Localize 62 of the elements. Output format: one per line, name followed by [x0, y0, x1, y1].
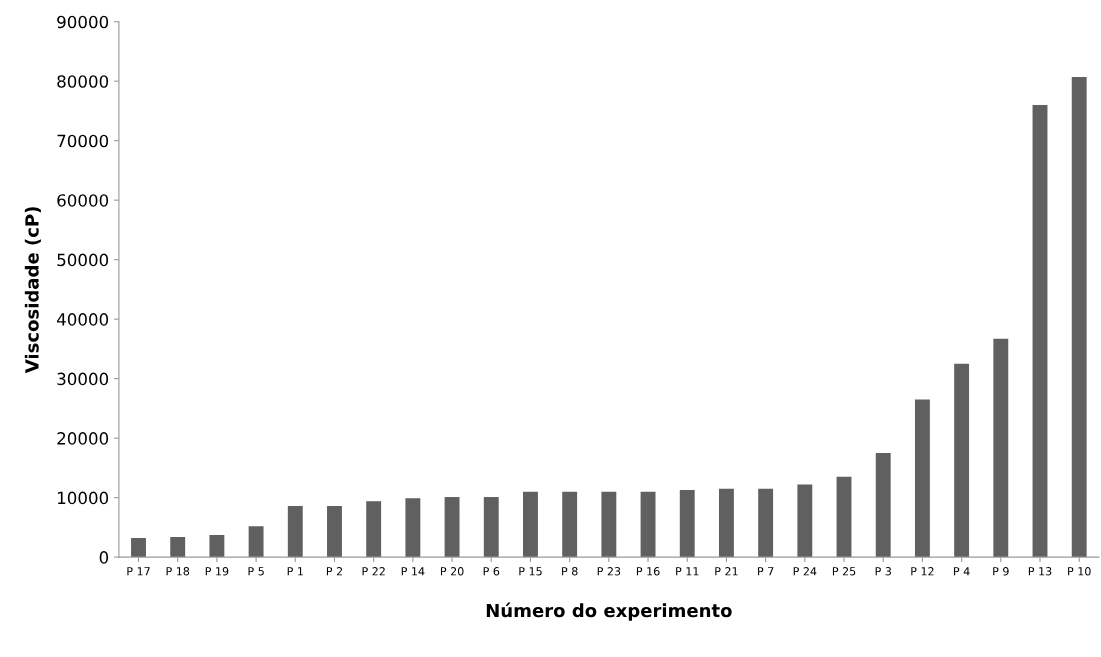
y-tick-label: 10000 — [58, 491, 109, 505]
x-tick-label: P 23 — [597, 567, 621, 576]
bar — [170, 536, 186, 558]
bar — [131, 538, 146, 558]
x-tick-label: P 14 — [401, 567, 425, 576]
x-tick-label: P 16 — [636, 567, 660, 576]
bar — [248, 526, 264, 558]
bar — [718, 488, 734, 558]
bar — [954, 363, 970, 558]
x-tick-label: P 25 — [832, 567, 856, 576]
y-tick-label: 0 — [99, 551, 109, 564]
bar — [640, 491, 656, 558]
bar — [797, 484, 813, 558]
x-tick-label: P 8 — [562, 567, 578, 576]
y-tick-label: 40000 — [56, 313, 109, 326]
x-tick-label: P 22 — [362, 567, 385, 576]
x-tick-label: P 20 — [440, 567, 464, 576]
x-tick-label: P 21 — [715, 567, 738, 576]
x-tick-label: P 5 — [248, 567, 264, 576]
x-tick-label: P 19 — [205, 567, 229, 576]
y-axis-title: Viscosidade (cP) — [24, 207, 41, 374]
x-tick-label: P 17 — [127, 567, 150, 576]
bar — [1071, 77, 1087, 558]
y-tick-label: 20000 — [57, 432, 109, 445]
y-tick-label: 30000 — [57, 372, 109, 386]
bar — [209, 535, 225, 558]
y-tick-label: 50000 — [57, 253, 109, 267]
x-tick-label: P 12 — [911, 567, 934, 576]
x-tick-label: P 4 — [954, 567, 970, 576]
bar — [1032, 104, 1048, 558]
x-tick-label: P 10 — [1068, 567, 1091, 576]
bar — [366, 501, 382, 558]
bar — [836, 476, 852, 558]
bar — [679, 489, 695, 558]
y-tick-label: 60000 — [57, 194, 109, 207]
x-tick-label: P 9 — [993, 567, 1009, 576]
y-tick-label: 80000 — [57, 75, 109, 88]
bar — [601, 491, 617, 558]
x-axis-title: Número do experimento — [486, 602, 732, 621]
y-tick-label: 90000 — [57, 15, 109, 29]
bar — [993, 338, 1009, 558]
x-tick-label: P 15 — [519, 567, 542, 576]
x-tick-label: P 7 — [758, 567, 774, 576]
bar — [523, 491, 538, 558]
bar — [287, 505, 303, 558]
x-tick-label: P 1 — [287, 567, 303, 576]
x-tick-label: P 13 — [1028, 567, 1052, 576]
bar — [758, 488, 774, 558]
x-tick-label: P 2 — [326, 567, 343, 576]
bar — [405, 498, 421, 558]
x-tick-label: P 18 — [166, 567, 190, 576]
bar — [562, 491, 578, 558]
bar — [914, 399, 930, 558]
x-tick-label: P 24 — [793, 567, 817, 576]
bar — [483, 497, 499, 558]
bar — [327, 505, 342, 558]
bar — [444, 497, 460, 558]
x-tick-label: P 6 — [483, 567, 500, 576]
y-tick-label: 70000 — [57, 134, 109, 148]
x-tick-label: P 11 — [676, 567, 699, 576]
bar — [875, 453, 891, 558]
x-tick-label: P 3 — [875, 567, 891, 576]
